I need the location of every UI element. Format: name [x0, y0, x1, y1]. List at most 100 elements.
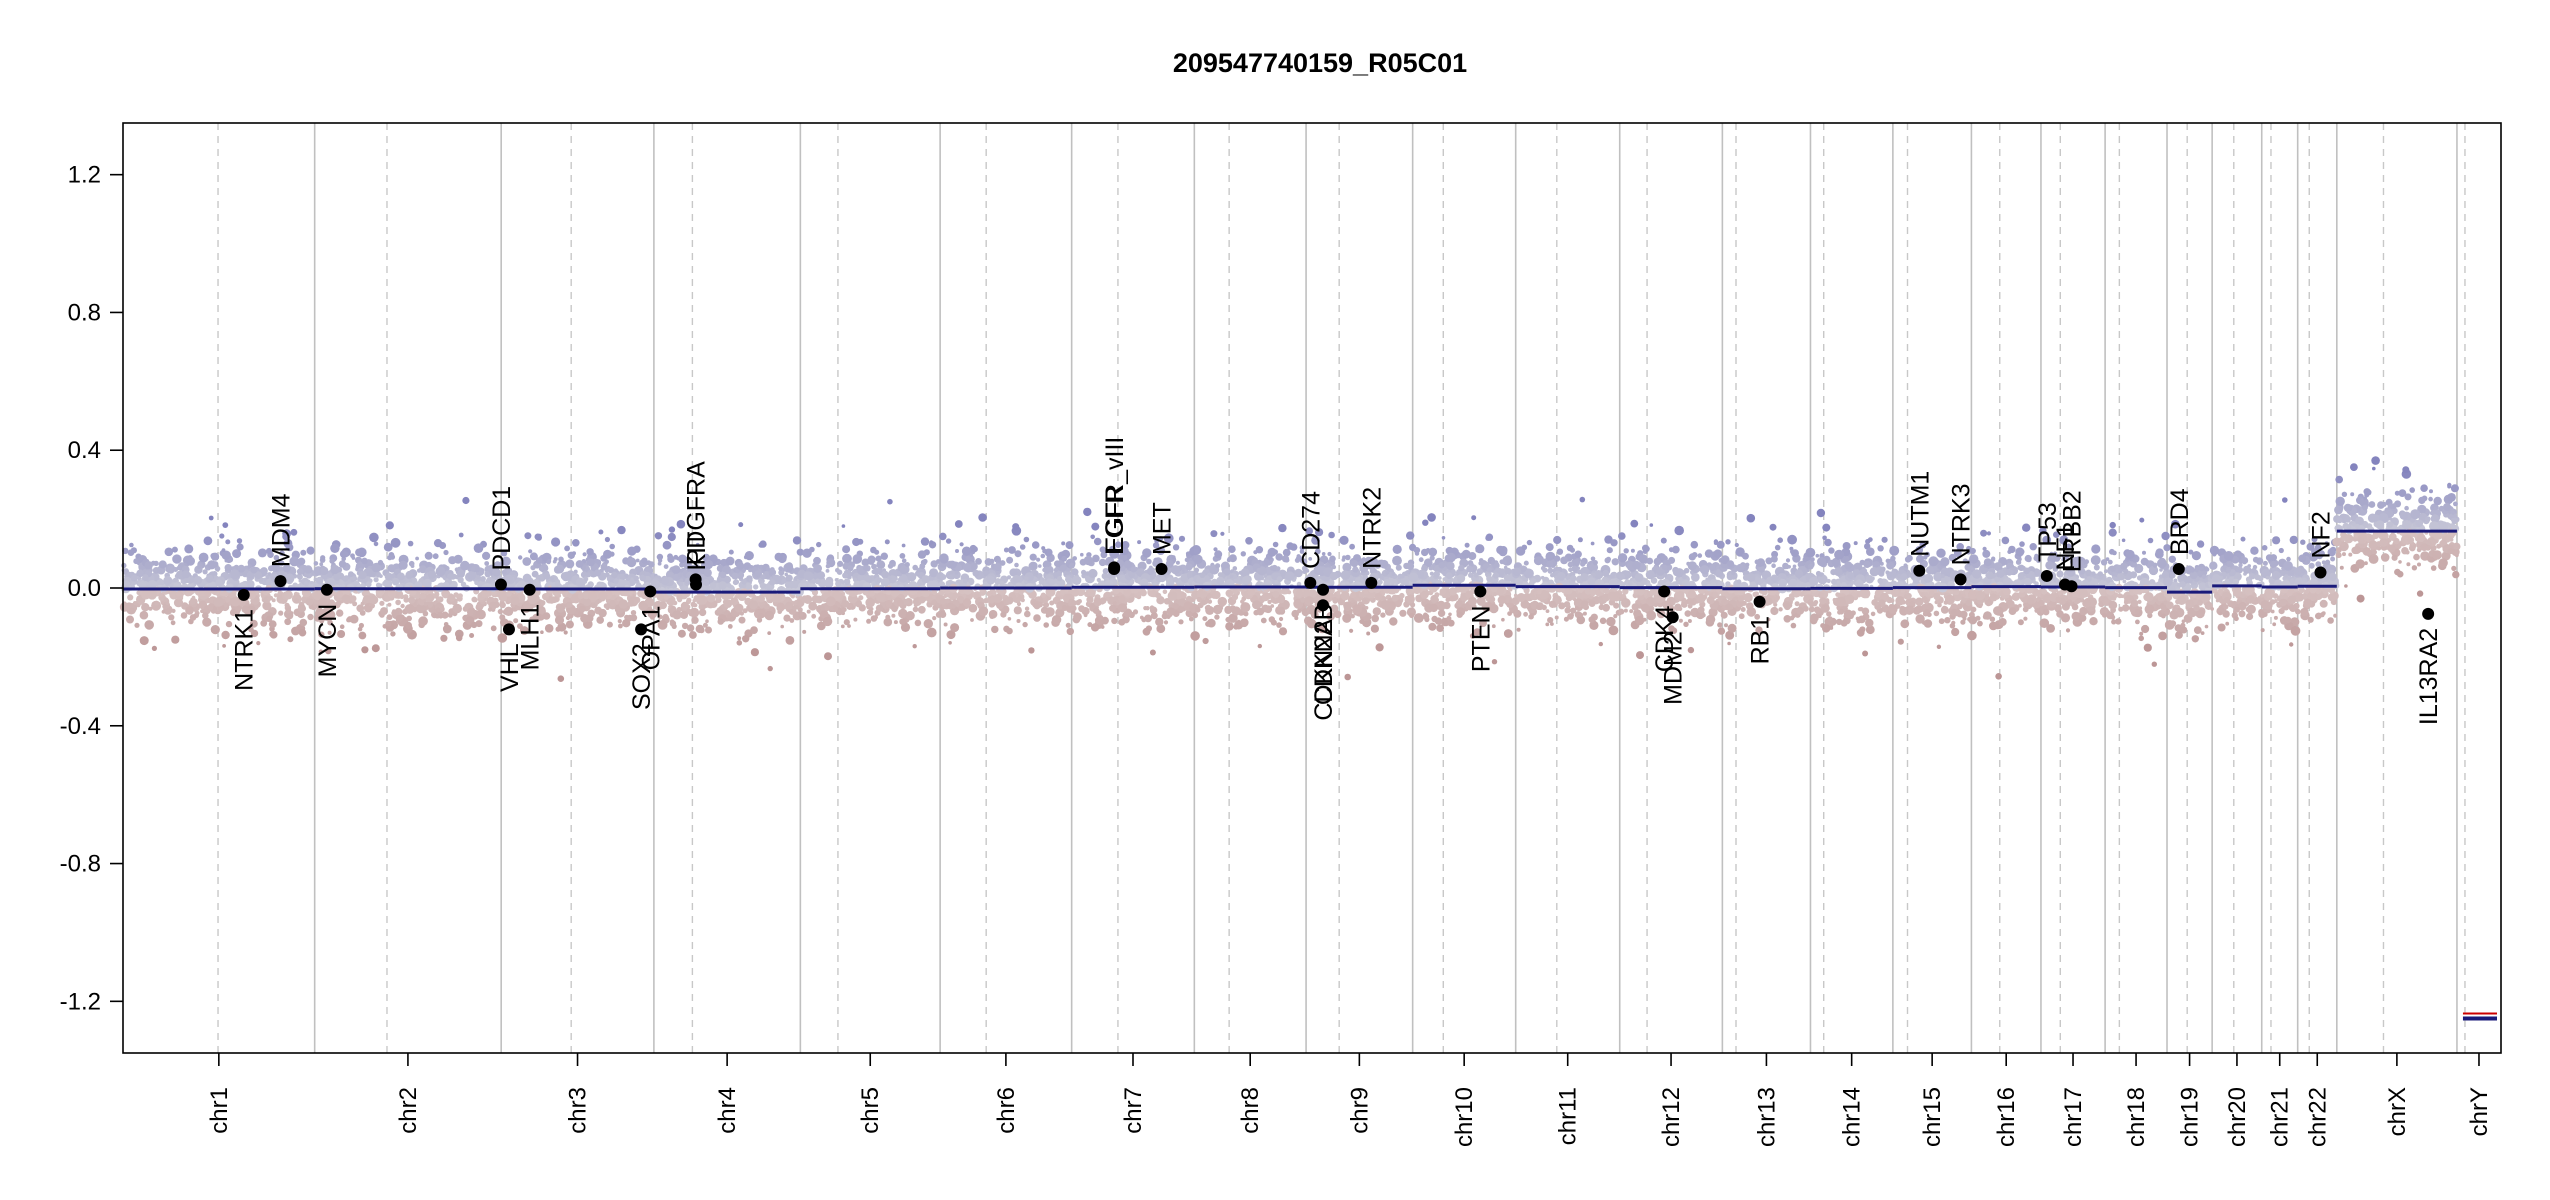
probe-point	[1029, 553, 1037, 561]
probe-point	[1336, 590, 1341, 596]
probe-point	[1069, 562, 1075, 569]
probe-point	[867, 609, 874, 616]
probe-point	[315, 576, 324, 585]
probe-point	[768, 598, 773, 604]
probe-point	[782, 567, 787, 572]
probe-point	[1545, 609, 1550, 613]
probe-point	[1771, 563, 1776, 568]
probe-point	[221, 630, 230, 640]
probe-point	[1155, 617, 1164, 627]
probe-point	[1783, 603, 1791, 611]
probe-point	[1329, 555, 1336, 563]
probe-point	[718, 593, 723, 598]
probe-point	[897, 599, 904, 607]
probe-point	[1441, 536, 1446, 540]
probe-point	[1023, 536, 1030, 543]
probe-point	[1163, 620, 1169, 625]
probe-point	[142, 574, 149, 581]
probe-point	[166, 565, 175, 574]
probe-point	[1661, 564, 1668, 570]
probe-point	[1090, 534, 1095, 540]
probe-point	[624, 573, 629, 578]
probe-point	[189, 598, 196, 605]
probe-point	[606, 621, 613, 628]
probe-point	[705, 626, 712, 634]
probe-point	[1545, 622, 1550, 627]
probe-point	[753, 584, 759, 590]
probe-point	[596, 616, 604, 624]
probe-point	[1537, 589, 1542, 595]
probe-point	[1610, 539, 1618, 547]
probe-point	[362, 595, 371, 604]
probe-point	[587, 581, 594, 588]
probe-point	[1455, 600, 1463, 607]
probe-point	[1645, 570, 1655, 580]
probe-point	[379, 600, 385, 606]
probe-point	[189, 614, 197, 621]
probe-point	[403, 597, 410, 603]
probe-point	[1218, 600, 1226, 607]
probe-point	[1019, 544, 1026, 550]
probe-point	[1736, 563, 1745, 573]
probe-point	[1554, 615, 1559, 620]
probe-point	[133, 558, 140, 565]
probe-point	[123, 570, 128, 575]
probe-point	[1274, 580, 1279, 585]
probe-point	[1774, 544, 1781, 551]
probe-point	[1205, 621, 1211, 627]
probe-point	[544, 624, 554, 633]
probe-point	[122, 580, 130, 589]
probe-point	[204, 605, 209, 611]
probe-point	[1142, 580, 1149, 586]
probe-point	[1043, 622, 1049, 628]
probe-point	[1054, 560, 1061, 567]
probe-point	[1056, 590, 1062, 596]
probe-point	[296, 568, 304, 575]
probe-point	[1630, 548, 1635, 553]
probe-point	[912, 644, 917, 649]
probe-point	[361, 557, 368, 565]
probe-point	[814, 578, 821, 585]
probe-point	[914, 619, 922, 627]
probe-point	[639, 574, 646, 582]
probe-point	[248, 627, 254, 633]
probe-point	[163, 576, 173, 585]
probe-point	[442, 624, 452, 634]
probe-point	[737, 636, 742, 641]
probe-point	[1545, 543, 1554, 552]
probe-point	[1623, 608, 1628, 613]
probe-point	[1653, 557, 1662, 566]
probe-point	[385, 620, 392, 627]
probe-point	[1697, 553, 1703, 558]
probe-point	[300, 549, 307, 556]
probe-point	[1123, 560, 1132, 569]
probe-point	[1675, 580, 1679, 585]
probe-point	[1513, 609, 1519, 615]
probe-point	[1111, 617, 1118, 625]
probe-point	[666, 597, 675, 606]
probe-point	[1166, 577, 1175, 586]
probe-point	[1636, 651, 1644, 660]
probe-point	[360, 601, 365, 606]
probe-point	[172, 554, 182, 564]
probe-point	[1092, 607, 1100, 614]
probe-point	[224, 564, 232, 572]
probe-point	[600, 563, 608, 571]
probe-point	[1040, 553, 1046, 559]
probe-point	[336, 609, 344, 617]
probe-point	[1557, 598, 1562, 603]
probe-point	[1590, 541, 1595, 546]
probe-point	[899, 618, 906, 625]
probe-point	[1061, 541, 1066, 546]
probe-point	[774, 552, 783, 562]
probe-point	[175, 591, 182, 597]
probe-point	[173, 598, 184, 608]
probe-point	[1270, 604, 1275, 608]
probe-point	[1159, 576, 1166, 583]
probe-point	[1078, 605, 1085, 613]
probe-point	[733, 579, 740, 585]
probe-point	[443, 549, 449, 556]
probe-point	[705, 619, 709, 623]
probe-point	[1790, 549, 1795, 555]
probe-point	[386, 614, 393, 621]
